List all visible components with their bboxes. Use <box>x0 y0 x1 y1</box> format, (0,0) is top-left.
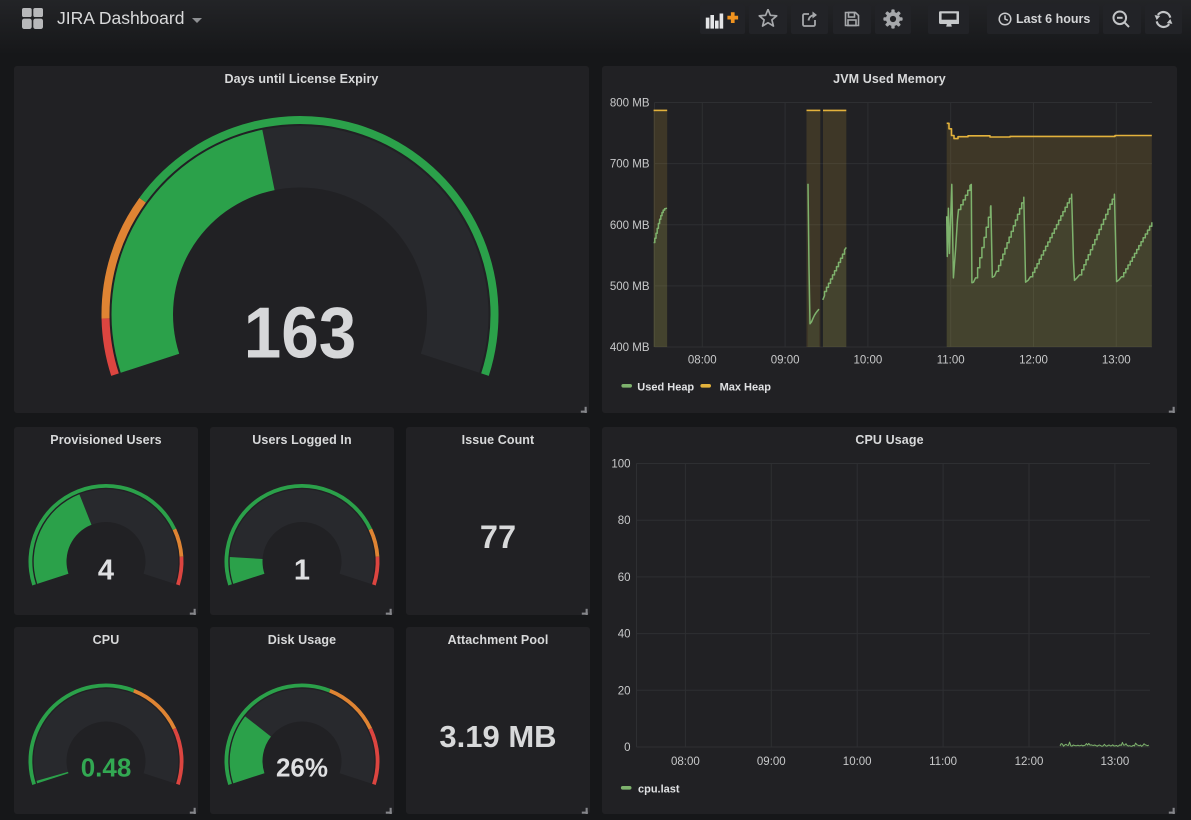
svg-text:0.48: 0.48 <box>81 753 132 783</box>
svg-text:60: 60 <box>618 572 631 584</box>
svg-text:13:00: 13:00 <box>1101 756 1130 768</box>
svg-text:80: 80 <box>618 515 631 527</box>
svg-text:08:00: 08:00 <box>671 756 700 768</box>
svg-text:0: 0 <box>624 742 630 754</box>
svg-text:100: 100 <box>611 459 630 471</box>
svg-text:Used Heap: Used Heap <box>637 382 694 394</box>
svg-text:11:00: 11:00 <box>929 756 957 768</box>
svg-text:400 MB: 400 MB <box>610 342 650 354</box>
svg-text:09:00: 09:00 <box>757 756 786 768</box>
svg-text:Max Heap: Max Heap <box>720 382 772 394</box>
svg-text:09:00: 09:00 <box>771 355 800 367</box>
svg-text:700 MB: 700 MB <box>610 159 650 171</box>
svg-text:10:00: 10:00 <box>854 355 883 367</box>
svg-text:40: 40 <box>618 629 631 641</box>
svg-text:cpu.last: cpu.last <box>638 784 680 796</box>
svg-text:26%: 26% <box>276 753 328 783</box>
svg-text:800 MB: 800 MB <box>610 98 650 110</box>
svg-text:20: 20 <box>618 685 631 697</box>
svg-text:11:00: 11:00 <box>937 355 965 367</box>
svg-text:163: 163 <box>244 292 356 373</box>
svg-text:10:00: 10:00 <box>843 756 872 768</box>
svg-text:600 MB: 600 MB <box>610 220 650 232</box>
svg-text:08:00: 08:00 <box>688 355 717 367</box>
svg-text:12:00: 12:00 <box>1015 756 1044 768</box>
svg-text:500 MB: 500 MB <box>610 281 650 293</box>
svg-text:1: 1 <box>294 555 310 587</box>
svg-text:4: 4 <box>98 555 114 587</box>
svg-text:12:00: 12:00 <box>1019 355 1048 367</box>
svg-text:13:00: 13:00 <box>1102 355 1131 367</box>
